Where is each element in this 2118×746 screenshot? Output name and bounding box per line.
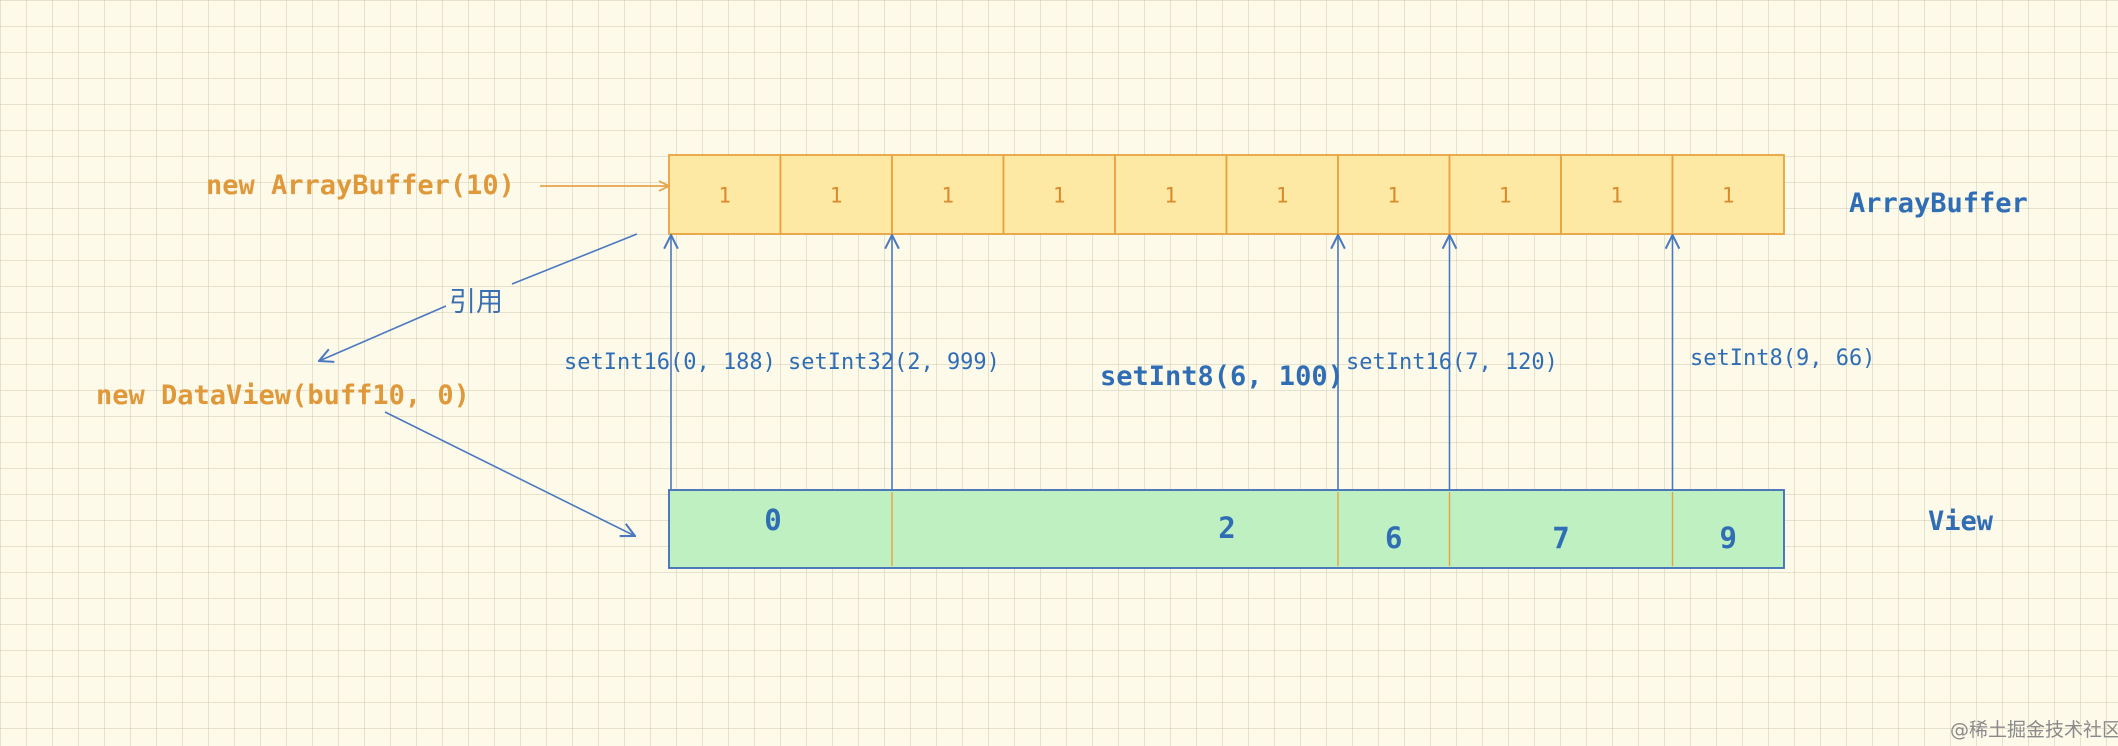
reference-label: 引用 xyxy=(449,287,503,318)
buffer-cell-2 xyxy=(891,154,1005,235)
buffer-cell-value-7: 1 xyxy=(1499,184,1512,208)
dataview-constructor-label: new DataView(buff10, 0) xyxy=(96,380,470,411)
buffer-cell-9 xyxy=(1671,154,1785,235)
buffer-cell-value-6: 1 xyxy=(1387,184,1400,208)
array-buffer-cells: 1 1 1 1 1 1 1 1 1 1 xyxy=(668,154,1785,235)
buffer-cell-0 xyxy=(668,154,782,235)
buffer-cell-1 xyxy=(779,154,893,235)
reference-arrow-upper xyxy=(511,233,638,285)
buffer-cell-6 xyxy=(1337,154,1451,235)
view-segment-label-7: 7 xyxy=(1552,521,1569,555)
buffer-cell-4 xyxy=(1114,154,1228,235)
operation-label-set-int16-7: setInt16(7, 120) xyxy=(1346,350,1558,375)
operation-label-set-int8-9: setInt8(9, 66) xyxy=(1690,346,1876,371)
array-buffer-constructor-label: new ArrayBuffer(10) xyxy=(206,170,515,201)
operation-arrows xyxy=(671,235,1673,490)
buffer-cell-value-1: 1 xyxy=(830,184,843,208)
buffer-cell-value-2: 1 xyxy=(941,184,954,208)
buffer-cell-7 xyxy=(1448,154,1562,235)
dataview-constructor-arrow xyxy=(384,411,635,536)
operation-label-set-int16-0: setInt16(0, 188) xyxy=(564,350,776,375)
view-segment-label-2: 2 xyxy=(1218,511,1235,545)
reference-arrow-lower xyxy=(319,305,447,361)
buffer-cell-value-4: 1 xyxy=(1164,184,1177,208)
array-buffer-title: ArrayBuffer xyxy=(1849,188,2028,219)
view-segment-label-0: 0 xyxy=(764,503,781,537)
buffer-cell-8 xyxy=(1560,154,1674,235)
dataview-segments: 0 2 6 7 9 xyxy=(668,489,1785,569)
operation-label-set-int8-6: setInt8(6, 100) xyxy=(1100,361,1344,392)
view-segment-label-6: 6 xyxy=(1385,521,1402,555)
operation-label-set-int32-2: setInt32(2, 999) xyxy=(788,350,1000,375)
view-strip xyxy=(668,489,1785,569)
view-segment-label-9: 9 xyxy=(1720,521,1737,555)
buffer-cell-value-8: 1 xyxy=(1610,184,1623,208)
buffer-cell-value-0: 1 xyxy=(718,184,731,208)
watermark: @稀土掘金技术社区 xyxy=(1950,719,2118,741)
buffer-cell-value-5: 1 xyxy=(1276,184,1289,208)
buffer-cell-value-9: 1 xyxy=(1722,184,1735,208)
buffer-cell-5 xyxy=(1225,154,1339,235)
view-title: View xyxy=(1928,506,1994,537)
buffer-cell-value-3: 1 xyxy=(1053,184,1066,208)
